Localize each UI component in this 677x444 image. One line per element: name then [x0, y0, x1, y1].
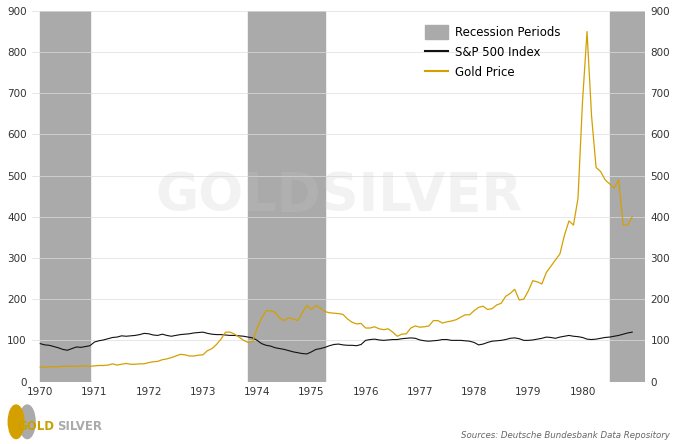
Text: GOLDSILVER: GOLDSILVER	[155, 170, 522, 222]
Legend: Recession Periods, S&P 500 Index, Gold Price: Recession Periods, S&P 500 Index, Gold P…	[420, 20, 565, 84]
Text: SILVER: SILVER	[58, 420, 102, 433]
Text: GOLD: GOLD	[17, 420, 54, 433]
Bar	[248, 11, 325, 381]
Circle shape	[20, 405, 35, 439]
Text: Sources: Deutsche Bundesbank Data Repository: Sources: Deutsche Bundesbank Data Reposi…	[461, 431, 670, 440]
Bar	[40, 11, 90, 381]
Bar	[609, 11, 664, 381]
Circle shape	[8, 405, 24, 439]
